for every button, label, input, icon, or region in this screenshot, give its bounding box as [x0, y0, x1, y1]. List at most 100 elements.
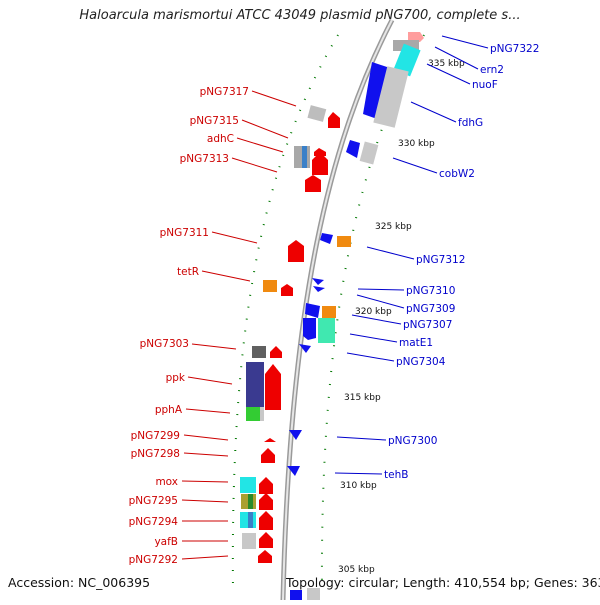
gene-pNG7317[interactable] [307, 105, 327, 122]
gene-label[interactable]: nuoF [472, 79, 498, 91]
gene-mox[interactable] [240, 477, 256, 493]
genes [240, 32, 424, 600]
gene-pNG7300[interactable] [289, 430, 302, 440]
gene-label[interactable]: matE1 [399, 337, 433, 349]
right-gene-labels: pNG7322 ern2 nuoF fdhG cobW2 pNG7312 pNG… [384, 43, 539, 481]
gene-label[interactable]: pNG7312 [416, 254, 465, 266]
leader-line [366, 246, 415, 260]
gene-label[interactable]: pNG7304 [396, 356, 446, 368]
gene-pNG7309[interactable] [313, 286, 325, 292]
gene-label[interactable]: pNG7295 [129, 495, 178, 507]
scale-labels: 335 kbp 330 kbp 325 kbp 320 kbp 315 kbp … [338, 59, 465, 575]
gene-label[interactable]: pNG7310 [406, 285, 455, 297]
gene-pNG7317-red[interactable] [328, 112, 340, 128]
leader-line [181, 555, 229, 560]
gene-pNG7295-red[interactable] [259, 493, 273, 510]
gene-nuoF[interactable] [393, 43, 421, 77]
gene-pNG7313[interactable] [312, 152, 328, 175]
gene-ppk[interactable] [246, 362, 264, 407]
gene-label[interactable]: mox [155, 476, 178, 488]
gene-label[interactable]: cobW2 [439, 168, 475, 180]
gene-label[interactable]: pNG7315 [190, 115, 239, 127]
gene-pNG7307[interactable] [305, 303, 320, 318]
gene-pNG7311[interactable] [288, 240, 304, 262]
leader-line [181, 499, 229, 503]
gene-label[interactable]: pNG7300 [388, 435, 437, 447]
gene-label[interactable]: pNG7322 [490, 43, 539, 55]
scale-label: 320 kbp [355, 307, 392, 317]
gene-label[interactable]: ern2 [480, 64, 504, 76]
scale-label: 335 kbp [428, 59, 465, 69]
gene-label[interactable]: pNG7303 [140, 338, 189, 350]
leader-line [434, 46, 479, 70]
gene-pNG7303-red[interactable] [270, 346, 282, 358]
scale-label: 330 kbp [398, 139, 435, 149]
leader-line [346, 352, 395, 362]
gene-label[interactable]: pNG7292 [129, 554, 178, 566]
scale-label: 305 kbp [338, 565, 375, 575]
gene-label[interactable]: tehB [384, 469, 408, 481]
gene-adhC-blue[interactable] [302, 146, 307, 168]
gene-label[interactable]: pNG7313 [180, 153, 229, 165]
gene-fdhG-partner[interactable] [373, 66, 409, 128]
gene-cobW2[interactable] [346, 140, 360, 158]
gene-label[interactable]: pNG7317 [200, 86, 249, 98]
gene-cobW2-partner[interactable] [359, 141, 379, 165]
gene-pNG7303[interactable] [252, 346, 266, 358]
gene-label[interactable]: pNG7309 [406, 303, 455, 315]
gene-tetR[interactable] [263, 280, 277, 292]
gene-fdhG[interactable] [363, 62, 390, 120]
gene-label[interactable]: pNG7307 [403, 319, 452, 331]
gene-pNG7298[interactable] [261, 448, 275, 463]
gene-matE1[interactable] [318, 318, 335, 343]
gene-label[interactable]: ppk [166, 372, 186, 384]
gene-label[interactable]: pNG7298 [131, 448, 180, 460]
gene-tetR-red[interactable] [281, 284, 293, 296]
gene-pNG7294-b[interactable] [248, 512, 253, 528]
gene-label[interactable]: tetR [177, 266, 199, 278]
gene-mox-red[interactable] [259, 477, 273, 494]
gene-bottom-grey[interactable] [307, 588, 320, 600]
gene-pNG7299[interactable] [264, 438, 276, 442]
leader-line [236, 137, 284, 153]
gene-pNG7312-a[interactable] [320, 233, 333, 244]
backbone [280, 18, 395, 601]
leader-line [410, 101, 457, 123]
leader-line [357, 288, 405, 291]
leader-line [181, 480, 229, 483]
gene-pNG7322[interactable] [408, 32, 424, 42]
leader-line [201, 270, 251, 282]
gene-yafB-red[interactable] [259, 532, 273, 548]
gene-ppk-red[interactable] [265, 364, 281, 410]
gene-label[interactable]: pNG7299 [131, 430, 180, 442]
gene-pNG7310[interactable] [312, 278, 324, 285]
gene-tehB[interactable] [287, 466, 300, 476]
gene-matE1-orange[interactable] [322, 306, 336, 318]
leader-line [441, 35, 489, 49]
leader-line [231, 157, 278, 173]
gene-label[interactable]: pNG7294 [129, 516, 179, 528]
leader-line [251, 90, 297, 107]
gene-pNG7312-b[interactable] [337, 236, 351, 247]
gene-label[interactable]: pphA [155, 404, 183, 416]
gene-pNG7313-b[interactable] [305, 175, 321, 192]
gene-pNG7294-red[interactable] [259, 511, 273, 530]
leader-line [351, 314, 402, 325]
gene-pphA[interactable] [246, 407, 260, 421]
gene-label[interactable]: pNG7311 [160, 227, 209, 239]
gene-pNG7307-b[interactable] [303, 318, 316, 340]
gene-pNG7292[interactable] [258, 550, 272, 563]
gene-yafB[interactable] [242, 533, 256, 549]
leader-line [187, 376, 233, 385]
gene-pNG7304[interactable] [299, 344, 311, 353]
topology-summary: Topology: circular; Length: 410,554 bp; … [286, 575, 600, 590]
leader-line [349, 333, 398, 343]
gene-pphA-b[interactable] [260, 407, 264, 421]
gene-label[interactable]: fdhG [458, 117, 483, 129]
gene-label[interactable]: adhC [207, 133, 234, 145]
gene-label[interactable]: yafB [154, 536, 178, 548]
gene-bottom-blue[interactable] [290, 590, 302, 600]
gene-pNG7295-b[interactable] [248, 494, 253, 509]
